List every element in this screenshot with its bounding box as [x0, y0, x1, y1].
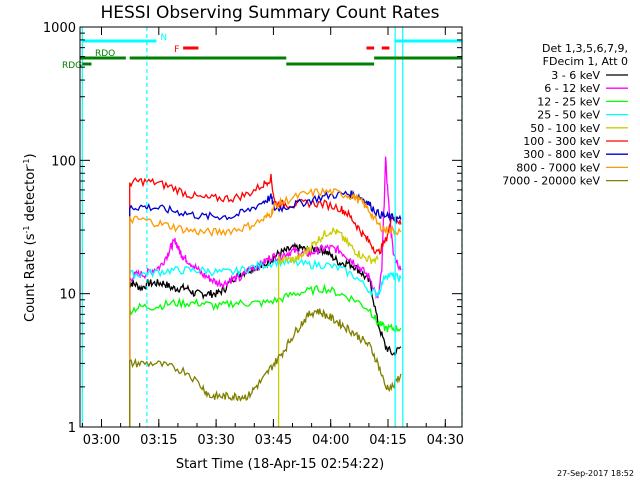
plot-frame — [79, 26, 463, 428]
series-line-2 — [129, 283, 402, 427]
series-line-1 — [129, 156, 402, 427]
x-tick-label: 03:00 — [83, 433, 120, 448]
legend-header-line-2: FDecim 1, Att 0 — [543, 55, 628, 68]
series-line-3 — [129, 255, 402, 427]
series-line-7 — [129, 187, 402, 427]
legend-label-4: 50 - 100 keV — [530, 122, 600, 135]
flag-label-n: N — [160, 33, 167, 43]
footer-date: 27-Sep-2017 18:52 — [557, 469, 634, 478]
series-line-0 — [129, 242, 402, 427]
legend-label-3: 25 - 50 keV — [537, 109, 600, 122]
x-axis-label: Start Time (18-Apr-15 02:54:22) — [176, 457, 384, 472]
x-tick-label: 04:00 — [312, 433, 349, 448]
series-layer — [129, 156, 402, 427]
flag-label-f: F — [174, 45, 179, 55]
legend-label-5: 100 - 300 keV — [523, 135, 600, 148]
legend: Det 1,3,5,6,7,9, FDecim 1, Att 0 3 - 6 k… — [502, 42, 628, 188]
series-line-6 — [129, 189, 402, 427]
y-tick-label: 1000 — [43, 21, 76, 36]
x-tick-label: 03:15 — [140, 433, 177, 448]
series-line-5 — [129, 173, 402, 427]
flag-bars: NF RDO RDG — [62, 33, 462, 71]
x-tick-label: 04:30 — [427, 433, 464, 448]
chart-title: HESSI Observing Summary Count Rates — [100, 3, 439, 23]
axes: 03:00 03:15 03:30 03:45 04:00 04:15 04:30 1 10 10… — [43, 21, 464, 448]
x-tick-label: 04:15 — [369, 433, 406, 448]
flag-label-rdo: RDO — [95, 49, 115, 59]
legend-label-1: 6 - 12 keV — [544, 82, 600, 95]
legend-header-line-1: Det 1,3,5,6,7,9, — [542, 42, 628, 55]
y-tick-label: 1 — [68, 421, 76, 436]
series-line-8 — [129, 308, 402, 427]
x-tick-label: 03:30 — [197, 433, 234, 448]
legend-label-2: 12 - 25 keV — [537, 95, 600, 108]
x-tick-label: 03:45 — [255, 433, 292, 448]
series-line-4 — [277, 227, 379, 427]
y-axis-label: Count Rate (s-1 detector-1) — [22, 153, 38, 322]
legend-label-7: 800 - 7000 keV — [516, 161, 600, 174]
legend-label-8: 7000 - 20000 keV — [502, 175, 600, 188]
y-tick-label: 100 — [51, 154, 76, 169]
flag-label-rdg: RDG — [62, 61, 82, 71]
legend-label-0: 3 - 6 keV — [551, 69, 600, 82]
y-tick-label: 10 — [59, 288, 76, 303]
legend-label-6: 300 - 800 keV — [523, 148, 600, 161]
